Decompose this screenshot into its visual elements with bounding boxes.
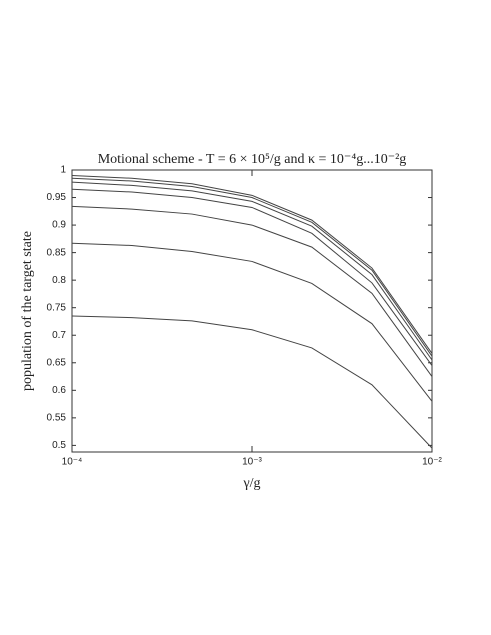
x-tick-label: 10⁻³ xyxy=(242,457,262,468)
y-tick-label: 1 xyxy=(60,165,66,176)
series-line xyxy=(71,315,433,449)
series-line xyxy=(71,181,433,361)
y-tick-label: 0.75 xyxy=(47,302,67,313)
y-tick-label: 0.7 xyxy=(52,330,66,341)
y-tick-label: 0.8 xyxy=(52,275,66,286)
y-tick-label: 0.9 xyxy=(52,220,66,231)
series-line xyxy=(71,242,433,402)
x-tick-label: 10⁻² xyxy=(422,457,442,468)
plot-frame xyxy=(71,169,433,453)
chart-title: Motional scheme - T = 6 × 10⁵/g and κ = … xyxy=(98,152,407,167)
x-axis-label: γ/g xyxy=(242,476,260,491)
series-line xyxy=(71,177,433,357)
series-line xyxy=(71,175,433,354)
y-tick-label: 0.5 xyxy=(52,440,66,451)
x-tick-label: 10⁻⁴ xyxy=(62,457,83,468)
y-tick-label: 0.65 xyxy=(47,357,67,368)
y-axis-label: population of the target state xyxy=(20,231,35,391)
series-line xyxy=(71,188,433,366)
y-tick-label: 0.95 xyxy=(47,192,67,203)
y-tick-label: 0.6 xyxy=(52,385,66,396)
y-tick-label: 0.85 xyxy=(47,247,67,258)
series-line xyxy=(71,205,433,377)
y-tick-label: 0.55 xyxy=(47,412,67,423)
